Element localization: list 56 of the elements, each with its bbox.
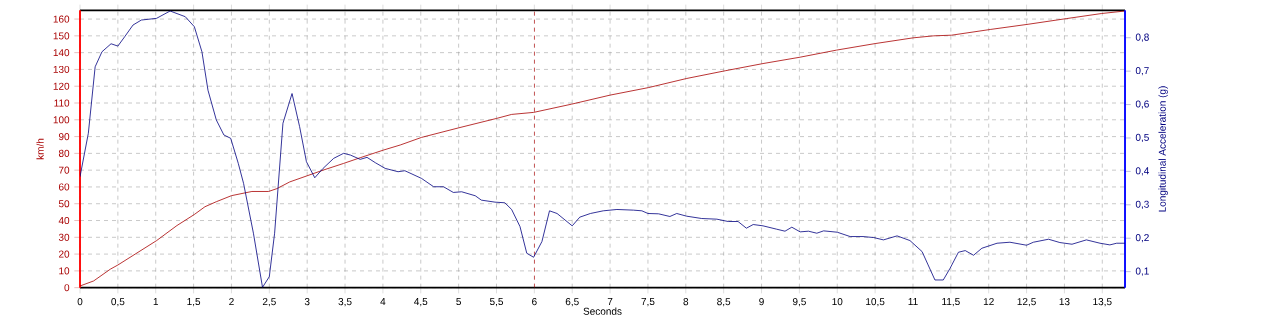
- y2-tick-label: 0,6: [1135, 100, 1149, 109]
- y2-tick-label: 0,5: [1135, 133, 1149, 143]
- y-tick-label: 60: [58, 183, 70, 191]
- y-tick-label: 70: [59, 166, 70, 174]
- x-tick-label: 6: [532, 298, 537, 306]
- x-axis-title: Seconds: [583, 307, 622, 315]
- y-tick-label: 10: [59, 267, 70, 275]
- y-tick-label: 90: [58, 133, 70, 141]
- y-tick-label: 100: [53, 116, 70, 124]
- x-tick-label: 4: [380, 298, 386, 305]
- x-tick-label: 5: [456, 298, 461, 306]
- y2-tick-label: 0,2: [1135, 234, 1149, 243]
- y-tick-label: 150: [53, 32, 70, 40]
- x-tick-label: 5,5: [489, 298, 504, 307]
- y-tick-label: 160: [53, 15, 70, 23]
- x-tick-label: 7,5: [641, 298, 655, 307]
- x-tick-label: 10,5: [866, 298, 885, 307]
- y2-tick-label: 0,1: [1135, 267, 1149, 276]
- x-tick-label: 6,5: [565, 298, 579, 307]
- x-tick-label: 3: [304, 298, 310, 306]
- x-tick-label: 9,5: [792, 298, 806, 307]
- y-tick-label: 140: [53, 49, 70, 57]
- y-tick-label: 120: [53, 82, 70, 90]
- x-tick-label: 0: [77, 298, 83, 306]
- x-tick-label: 11,5: [942, 298, 960, 307]
- x-tick-label: 13,5: [1093, 298, 1112, 307]
- y2-tick-label: 0,7: [1135, 67, 1149, 76]
- x-tick-label: 7: [607, 298, 613, 305]
- y2-axis-title: Longitudinal Acceleration (g): [1158, 86, 1168, 212]
- x-tick-label: 2,5: [262, 298, 276, 307]
- x-tick-label: 1,5: [187, 298, 201, 307]
- x-tick-label: 8,5: [717, 298, 731, 307]
- x-tick-label: 8: [683, 298, 689, 306]
- y-tick-label: 20: [58, 250, 70, 258]
- y-tick-label: 110: [54, 99, 70, 107]
- x-tick-label: 11: [908, 298, 918, 305]
- x-tick-label: 9: [759, 298, 764, 306]
- x-tick-label: 3,5: [338, 298, 352, 307]
- y-tick-label: 80: [58, 149, 70, 157]
- y-tick-label: 50: [58, 200, 70, 208]
- x-tick-label: 12,5: [1017, 298, 1036, 307]
- y-axis-title: km/h: [36, 138, 44, 160]
- x-tick-label: 10: [832, 298, 843, 306]
- y2-tick-label: 0,8: [1135, 33, 1149, 42]
- y2-tick-label: 0,4: [1135, 167, 1150, 176]
- x-tick-label: 12: [983, 298, 994, 306]
- y-tick-label: 0: [64, 284, 70, 292]
- y-tick-label: 30: [58, 233, 70, 241]
- y-tick-label: 40: [58, 216, 70, 225]
- x-tick-label: 4,5: [414, 298, 428, 307]
- y-tick-label: 130: [53, 65, 70, 73]
- x-tick-label: 1: [153, 298, 159, 305]
- x-tick-label: 13: [1059, 298, 1070, 306]
- x-tick-label: 0,5: [111, 298, 125, 307]
- x-tick-label: 2: [229, 298, 234, 306]
- y2-tick-label: 0,3: [1135, 200, 1149, 209]
